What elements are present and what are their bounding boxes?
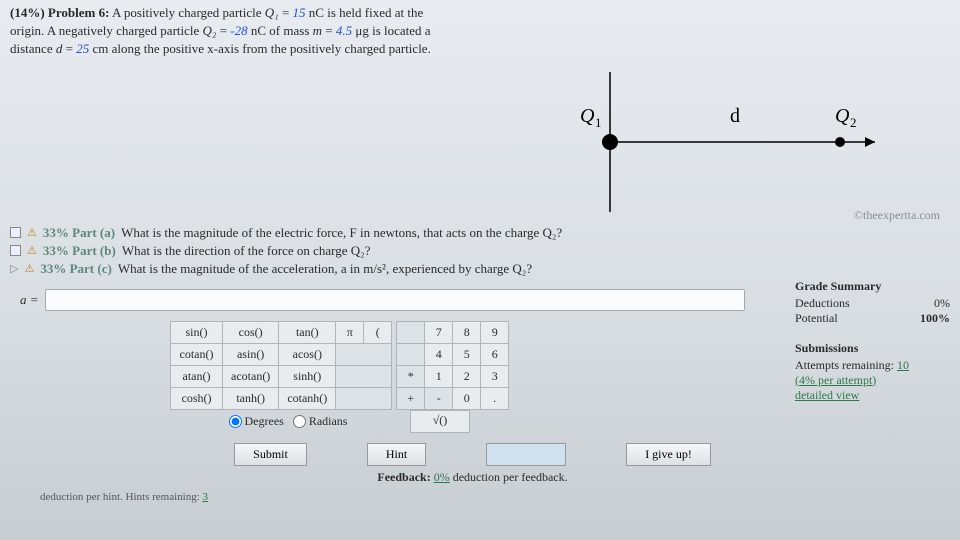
key-sqrt[interactable]: √() [410, 410, 470, 433]
key-8[interactable]: 8 [453, 321, 481, 343]
blank-button[interactable] [486, 443, 566, 466]
key-atan[interactable]: atan() [171, 365, 223, 387]
key-sinh[interactable]: sinh() [279, 365, 336, 387]
diagram-d-label: d [730, 105, 740, 127]
key-tanh[interactable]: tanh() [223, 387, 279, 409]
key-2[interactable]: 2 [453, 365, 481, 387]
key-4[interactable]: 4 [425, 343, 453, 365]
key-cotanh[interactable]: cotanh() [279, 387, 336, 409]
answer-row: a = [20, 289, 775, 311]
key-5[interactable]: 5 [453, 343, 481, 365]
parts-list: ⚠ 33% Part (a) What is the magnitude of … [10, 225, 950, 277]
svg-text:2: 2 [850, 115, 857, 130]
warn-icon: ⚠ [27, 244, 37, 257]
key-acotan[interactable]: acotan() [223, 365, 279, 387]
key-3[interactable]: 3 [481, 365, 509, 387]
arrow-icon: ▷ [10, 262, 18, 275]
key-tan[interactable]: tan() [279, 321, 336, 343]
warn-icon: ⚠ [27, 226, 37, 239]
key-7[interactable]: 7 [425, 321, 453, 343]
key-0[interactable]: 0 [453, 387, 481, 409]
mode-radians[interactable]: Radians [293, 414, 348, 428]
key-cos[interactable]: cos() [223, 321, 279, 343]
key-plus[interactable]: + [397, 387, 425, 409]
grade-summary: Grade Summary Deductions0% Potential100%… [795, 279, 950, 503]
key-acos[interactable]: acos() [279, 343, 336, 365]
keypad: sin() cos() tan() π ( cotan() asin() aco… [170, 321, 775, 485]
key-9[interactable]: 9 [481, 321, 509, 343]
detailed-view-link[interactable]: detailed view [795, 388, 859, 402]
key-1[interactable]: 1 [425, 365, 453, 387]
function-keypad: sin() cos() tan() π ( cotan() asin() aco… [170, 321, 392, 410]
numeric-keypad: 7 8 9 4 5 6 * 1 2 3 [396, 321, 509, 410]
answer-label: a = [20, 292, 39, 308]
diagram-svg: Q1 d Q2 [430, 67, 930, 217]
checkbox-icon [10, 227, 21, 238]
giveup-button[interactable]: I give up! [626, 443, 711, 466]
key-sin[interactable]: sin() [171, 321, 223, 343]
diagram-q1-label: Q [580, 105, 595, 127]
problem-statement: (14%) Problem 6: A positively charged pa… [10, 4, 950, 59]
key-6[interactable]: 6 [481, 343, 509, 365]
key-pi[interactable]: π [336, 321, 364, 343]
mode-degrees[interactable]: Degrees [229, 414, 284, 428]
checkbox-icon [10, 245, 21, 256]
watermark: ©theexpertta.com [854, 208, 940, 223]
hints-remaining: deduction per hint. Hints remaining: 3 [40, 491, 775, 503]
part-b[interactable]: ⚠ 33% Part (b) What is the direction of … [10, 243, 950, 259]
warn-icon: ⚠ [24, 262, 34, 275]
key-minus[interactable]: - [425, 387, 453, 409]
part-c[interactable]: ▷ ⚠ 33% Part (c) What is the magnitude o… [10, 261, 950, 277]
answer-input[interactable] [45, 289, 745, 311]
key-dot[interactable]: . [481, 387, 509, 409]
diagram: Q1 d Q2 ©theexpertta.com [430, 67, 950, 217]
hint-button[interactable]: Hint [367, 443, 426, 466]
submit-button[interactable]: Submit [234, 443, 307, 466]
feedback-text: Feedback: 0% deduction per feedback. [170, 470, 775, 485]
problem-header: (14%) Problem 6: [10, 5, 109, 20]
key-cosh[interactable]: cosh() [171, 387, 223, 409]
key-asin[interactable]: asin() [223, 343, 279, 365]
part-a[interactable]: ⚠ 33% Part (a) What is the magnitude of … [10, 225, 950, 241]
key-cotan[interactable]: cotan() [171, 343, 223, 365]
key-paren[interactable]: ( [364, 321, 392, 343]
key-mult[interactable]: * [397, 365, 425, 387]
svg-text:1: 1 [595, 115, 602, 130]
diagram-q2-label: Q [835, 105, 850, 127]
